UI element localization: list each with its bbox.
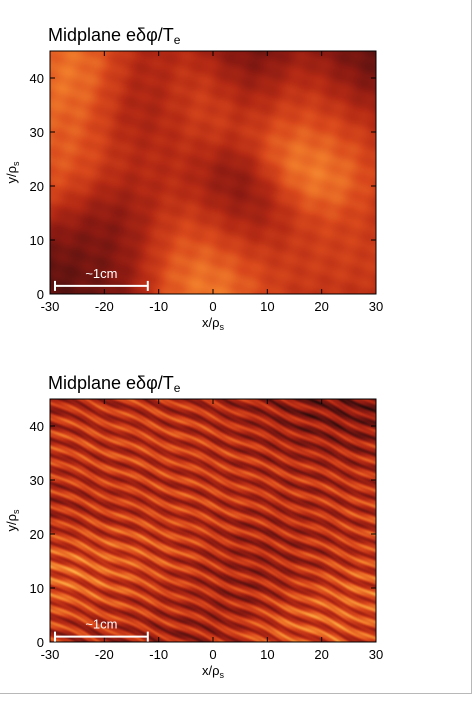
x-tick-label: -20 — [95, 647, 114, 662]
figure-frame — [0, 0, 472, 694]
y-tick-label: 10 — [30, 233, 44, 248]
x-tick-label: -20 — [95, 299, 114, 314]
x-tick-label: 10 — [260, 299, 274, 314]
heatmap-image — [50, 399, 376, 642]
y-tick-label: 30 — [30, 473, 44, 488]
y-tick-label: 30 — [30, 125, 44, 140]
x-tick-label: 30 — [369, 647, 383, 662]
x-tick-label: -30 — [41, 299, 60, 314]
y-tick-label: 10 — [30, 581, 44, 596]
y-axis-label: y/ρs — [4, 509, 21, 532]
x-axis-label: x/ρs — [202, 315, 225, 332]
x-tick-label: 0 — [209, 647, 216, 662]
y-axis-label: y/ρs — [4, 161, 21, 184]
scale-bar-label: ~1cm — [85, 266, 117, 281]
x-tick-label: 30 — [369, 299, 383, 314]
y-tick-label: 20 — [30, 527, 44, 542]
x-tick-label: 20 — [314, 299, 328, 314]
x-axis-label: x/ρs — [202, 663, 225, 680]
scale-bar-label: ~1cm — [85, 617, 117, 632]
y-tick-label: 0 — [37, 635, 44, 650]
heatmap-svg: -30 -20 -10 0 10 20 30 0 10 20 30 40 x/ρs y/ρs ~1cm — [4, 398, 383, 680]
y-tick-label: 40 — [30, 419, 44, 434]
x-tick-label: -30 — [41, 647, 60, 662]
x-tick-label: 0 — [209, 299, 216, 314]
y-tick-label: 40 — [30, 71, 44, 86]
heatmap-image — [50, 51, 376, 294]
x-tick-label: 20 — [314, 647, 328, 662]
heatmap-panel-bottom: Midplane eδφ/Te -30 -20 -10 0 10 20 30 0 10 20 30 4… — [0, 373, 473, 713]
y-tick-label: 0 — [37, 287, 44, 302]
x-tick-label: -10 — [149, 647, 168, 662]
x-tick-label: 10 — [260, 647, 274, 662]
y-tick-label: 20 — [30, 179, 44, 194]
chart-title: Midplane eδφ/Te — [48, 25, 181, 47]
heatmap-panel-top: Midplane eδφ/Te -30 -20 -10 0 10 20 30 0 10 20 30 4… — [0, 25, 473, 365]
x-tick-label: -10 — [149, 299, 168, 314]
heatmap-svg: -30 -20 -10 0 10 20 30 0 10 20 30 40 x/ρs y/ρs ~1cm — [4, 50, 383, 332]
chart-title: Midplane eδφ/Te — [48, 373, 181, 395]
